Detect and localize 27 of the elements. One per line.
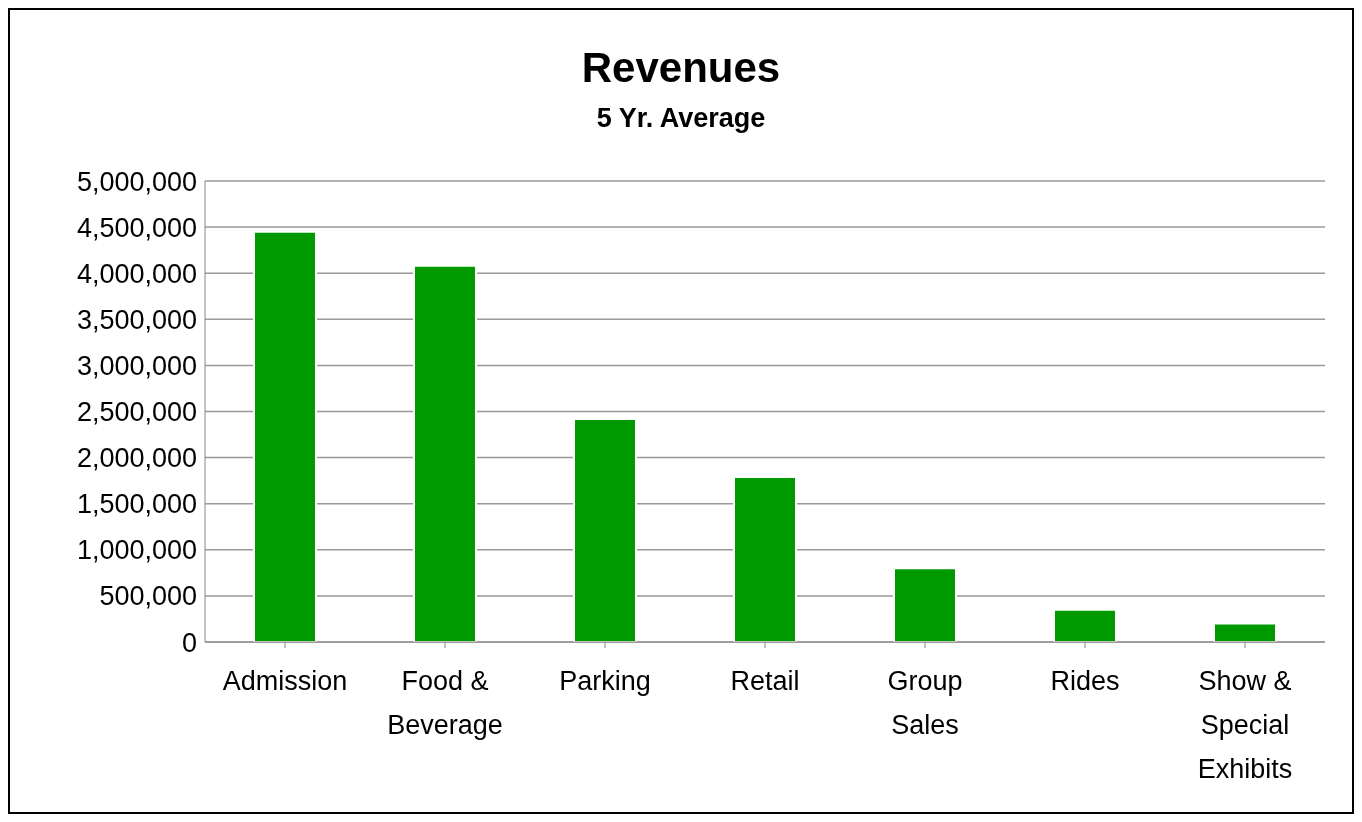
bar [893,567,957,642]
y-tick-label: 4,000,000 [76,258,197,289]
bar [253,230,317,642]
y-tick-label: 1,000,000 [76,535,197,566]
chart-title: Revenues [580,43,782,93]
bar [1053,608,1117,642]
bar [413,264,477,642]
y-tick-label: 2,500,000 [76,397,197,428]
x-tick-label: Group Sales [887,666,963,740]
y-tick-label: 0 [181,627,197,658]
x-tick-label: Admission [222,666,348,696]
y-tick-label: 3,500,000 [76,304,197,335]
bar [1213,622,1277,642]
y-tick-label: 500,000 [99,581,197,612]
x-tick-label: Rides [1050,666,1120,696]
y-tick-label: 2,000,000 [76,443,197,474]
y-tick-label: 4,500,000 [76,212,197,243]
chart-subtitle: 5 Yr. Average [595,102,767,135]
y-tick-label: 5,000,000 [76,166,197,197]
y-tick-label: 3,000,000 [76,350,197,381]
y-tick-label: 1,500,000 [76,489,197,520]
x-tick-label: Food & Beverage [387,666,503,740]
x-tick-label: Retail [730,666,800,696]
x-tick-label: Parking [559,666,651,696]
x-tick-label: Show & Special Exhibits [1197,666,1293,784]
bar [573,417,637,642]
bar [733,475,797,642]
